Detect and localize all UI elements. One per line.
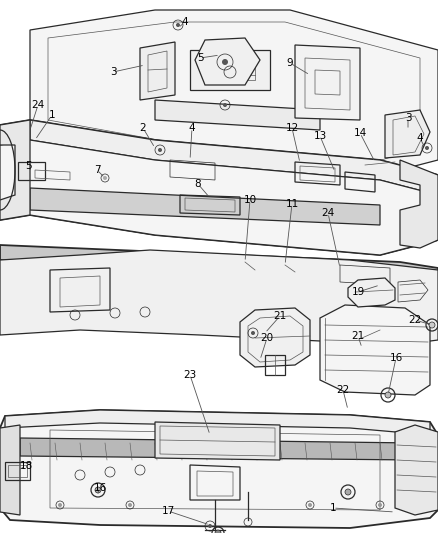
Circle shape xyxy=(95,487,101,493)
Polygon shape xyxy=(348,278,395,307)
Text: 3: 3 xyxy=(110,67,117,77)
Circle shape xyxy=(308,503,312,507)
Polygon shape xyxy=(395,425,438,515)
Text: 1: 1 xyxy=(330,503,336,513)
Text: 21: 21 xyxy=(351,331,364,341)
Circle shape xyxy=(128,503,132,507)
Text: 16: 16 xyxy=(389,353,403,363)
Polygon shape xyxy=(155,155,280,170)
Polygon shape xyxy=(0,120,30,220)
Circle shape xyxy=(429,322,435,328)
Polygon shape xyxy=(0,245,438,285)
Text: 4: 4 xyxy=(182,17,188,27)
Polygon shape xyxy=(280,155,380,190)
Circle shape xyxy=(378,503,382,507)
Polygon shape xyxy=(195,38,260,85)
Text: 2: 2 xyxy=(140,123,146,133)
Text: 7: 7 xyxy=(94,165,100,175)
Polygon shape xyxy=(0,425,20,515)
Text: 12: 12 xyxy=(286,123,299,133)
Text: 21: 21 xyxy=(273,311,286,321)
Text: 18: 18 xyxy=(19,461,32,471)
Polygon shape xyxy=(30,188,380,225)
Polygon shape xyxy=(295,45,360,120)
Text: 17: 17 xyxy=(161,506,175,516)
Circle shape xyxy=(208,524,212,528)
Polygon shape xyxy=(0,120,438,255)
Circle shape xyxy=(176,23,180,27)
Circle shape xyxy=(425,146,429,150)
Text: 22: 22 xyxy=(336,385,350,395)
Circle shape xyxy=(345,489,351,495)
Text: 4: 4 xyxy=(417,133,423,143)
Circle shape xyxy=(103,176,107,180)
Polygon shape xyxy=(240,308,310,367)
Polygon shape xyxy=(20,438,415,460)
Text: 11: 11 xyxy=(286,199,299,209)
Polygon shape xyxy=(155,422,280,460)
Text: 8: 8 xyxy=(194,179,201,189)
Polygon shape xyxy=(320,305,430,395)
Polygon shape xyxy=(30,10,438,175)
Text: 16: 16 xyxy=(93,483,106,493)
Text: 24: 24 xyxy=(321,208,335,218)
Text: 4: 4 xyxy=(189,123,195,133)
Polygon shape xyxy=(400,160,438,248)
Text: 14: 14 xyxy=(353,128,367,138)
Polygon shape xyxy=(5,410,430,435)
Polygon shape xyxy=(0,250,438,345)
Circle shape xyxy=(222,59,228,65)
Circle shape xyxy=(215,530,221,533)
Polygon shape xyxy=(30,120,438,195)
Circle shape xyxy=(385,392,391,398)
Polygon shape xyxy=(385,110,430,158)
Text: 9: 9 xyxy=(287,58,293,68)
Text: 3: 3 xyxy=(405,113,411,123)
Polygon shape xyxy=(155,100,320,130)
Circle shape xyxy=(158,148,162,152)
Text: 10: 10 xyxy=(244,195,257,205)
Text: 20: 20 xyxy=(261,333,274,343)
Circle shape xyxy=(223,103,227,107)
Text: 23: 23 xyxy=(184,370,197,380)
Circle shape xyxy=(251,331,255,335)
Text: 5: 5 xyxy=(25,161,31,171)
Text: 22: 22 xyxy=(408,315,422,325)
Polygon shape xyxy=(0,410,438,528)
Circle shape xyxy=(58,503,62,507)
Polygon shape xyxy=(0,140,438,255)
Polygon shape xyxy=(190,50,270,90)
Text: 24: 24 xyxy=(32,100,45,110)
Text: 13: 13 xyxy=(313,131,327,141)
Text: 5: 5 xyxy=(197,53,203,63)
Text: 1: 1 xyxy=(49,110,55,120)
Text: 19: 19 xyxy=(351,287,364,297)
Polygon shape xyxy=(140,42,175,100)
